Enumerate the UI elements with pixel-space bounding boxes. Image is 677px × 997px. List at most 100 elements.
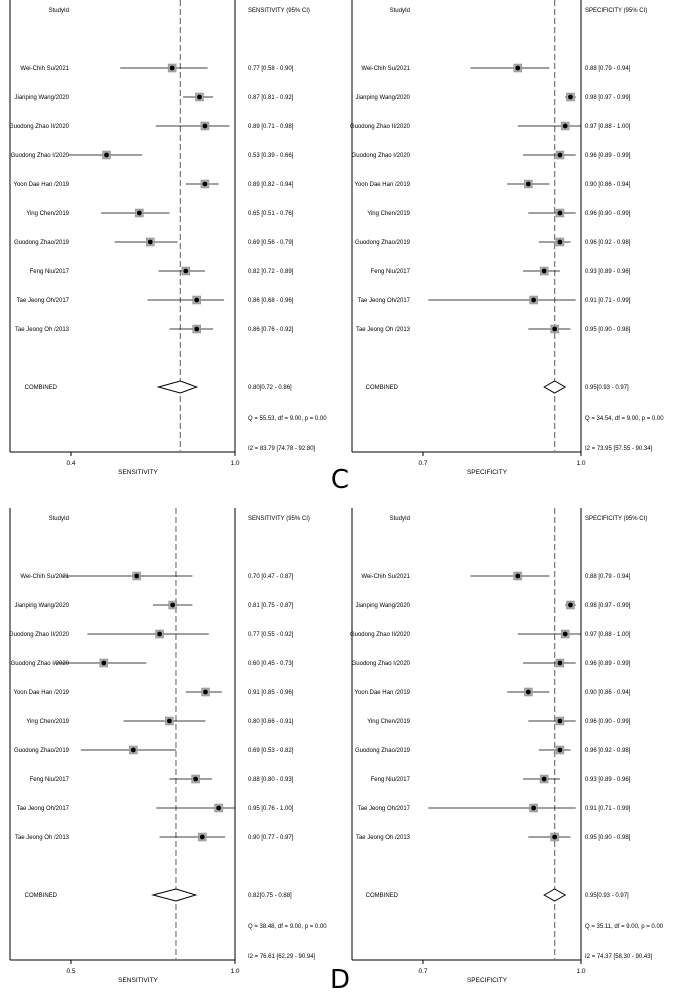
study-estimate-text: 0.77 [0.55 - 0.92] — [248, 632, 294, 638]
study-point-estimate — [170, 602, 176, 608]
study-label: Yoon Dae Han /2019 — [14, 182, 70, 188]
x-axis-title: SENSITIVITY — [118, 469, 158, 476]
heterogeneity-q-text: Q = 38.48, df = 9.00, p = 0.00 — [248, 924, 327, 930]
study-estimate-text: 0.53 [0.39 - 0.66] — [248, 153, 294, 159]
panel-letter-d: D — [330, 965, 350, 992]
study-point-estimate — [541, 268, 547, 274]
study-estimate-text: 0.96 [0.90 - 0.99] — [585, 719, 631, 725]
x-axis-title: SENSITIVITY — [118, 977, 158, 984]
study-point-estimate — [562, 631, 568, 637]
study-estimate-text: 0.60 [0.45 - 0.73] — [248, 661, 294, 667]
study-label: Guodong Zhao/2019 — [355, 240, 411, 246]
study-estimate-text: 0.91 [0.71 - 0.99] — [585, 806, 631, 812]
study-point-estimate — [557, 660, 563, 666]
study-estimate-text: 0.69 [0.56 - 0.79] — [248, 240, 294, 246]
study-point-estimate — [167, 718, 172, 724]
combined-diamond — [151, 888, 198, 902]
study-estimate-text: 0.95 [0.90 - 0.98] — [585, 327, 631, 333]
study-point-estimate — [557, 747, 563, 753]
combined-estimate-text: 0.82[0.75 - 0.88] — [248, 893, 292, 899]
study-column-header: StudyId — [49, 516, 69, 522]
study-label: Tae Jeong Oh/2017 — [358, 806, 411, 812]
study-label: Wei-Chih Su/2021 — [20, 66, 69, 72]
combined-estimate-text: 0.95[0.93 - 0.97] — [585, 893, 629, 899]
study-point-estimate — [557, 152, 563, 158]
study-label: Jianping Wang/2020 — [15, 95, 70, 101]
study-estimate-text: 0.82 [0.72 - 0.89] — [248, 269, 294, 275]
heterogeneity-i2-text: I2 = 83.79 [74.78 - 92.80] — [248, 446, 316, 452]
study-label: Ying Chen/2019 — [26, 211, 69, 217]
study-estimate-text: 0.96 [0.92 - 0.98] — [585, 240, 631, 246]
x-axis-tick-label: 0.7 — [418, 968, 427, 975]
study-point-estimate — [169, 65, 175, 71]
heterogeneity-q-text: Q = 55.53, df = 9.00, p = 0.00 — [248, 416, 327, 422]
study-point-estimate — [202, 181, 208, 187]
study-estimate-text: 0.95 [0.90 - 0.98] — [585, 835, 631, 841]
study-point-estimate — [203, 689, 208, 695]
x-axis-tick-label: 0.4 — [66, 460, 75, 467]
study-estimate-text: 0.98 [0.97 - 0.99] — [585, 95, 631, 101]
combined-diamond — [543, 888, 567, 902]
study-label: Yoon Dae Han /2019 — [14, 690, 70, 696]
study-estimate-text: 0.91 [0.85 - 0.96] — [248, 690, 294, 696]
heterogeneity-i2-text: I2 = 76.61 [62.29 - 90.94] — [248, 954, 316, 960]
study-point-estimate — [557, 239, 563, 245]
study-estimate-text: 0.80 [0.66 - 0.91] — [248, 719, 294, 725]
combined-label: COMBINED — [366, 385, 399, 391]
study-point-estimate — [104, 152, 109, 158]
study-estimate-text: 0.89 [0.71 - 0.98] — [248, 124, 294, 130]
combined-diamond — [543, 380, 567, 394]
study-label: Guodong Zhao I/2020 — [11, 661, 70, 667]
estimate-column-header: SENSITIVITY (95% CI) — [248, 516, 310, 522]
study-estimate-text: 0.96 [0.90 - 0.99] — [585, 211, 631, 217]
study-point-estimate — [202, 123, 208, 129]
study-estimate-text: 0.69 [0.53 - 0.82] — [248, 748, 294, 754]
study-label: Tae Jeong Oh /2013 — [15, 835, 70, 841]
study-label: Yoon Dae Han /2019 — [355, 182, 411, 188]
combined-label: COMBINED — [366, 893, 399, 899]
study-label: Guodong Zhao I/2020 — [352, 661, 411, 667]
heterogeneity-i2-text: I2 = 74.37 [58.30 - 90.43] — [585, 954, 653, 960]
study-label: Ying Chen/2019 — [26, 719, 69, 725]
study-label: Guodong Zhao/2019 — [355, 748, 411, 754]
study-label: Tae Jeong Oh/2017 — [17, 298, 70, 304]
combined-label: COMBINED — [25, 385, 58, 391]
study-estimate-text: 0.86 [0.76 - 0.92] — [248, 327, 294, 333]
study-point-estimate — [531, 297, 536, 303]
study-point-estimate — [568, 94, 573, 100]
study-label: Wei-Chih Su/2021 — [361, 66, 410, 72]
study-point-estimate — [199, 834, 205, 840]
study-point-estimate — [194, 326, 200, 332]
x-axis-tick-label: 1.0 — [576, 460, 585, 467]
study-label: Tae Jeong Oh/2017 — [17, 806, 70, 812]
study-label: Yoon Dae Han /2019 — [355, 690, 411, 696]
study-estimate-text: 0.88 [0.79 - 0.94] — [585, 574, 631, 580]
study-label: Guodong Zhao II/2020 — [9, 124, 70, 130]
study-label: Guodong Zhao II/2020 — [350, 632, 411, 638]
study-estimate-text: 0.87 [0.81 - 0.92] — [248, 95, 294, 101]
study-point-estimate — [183, 268, 189, 274]
study-label: Wei-Chih Su/2021 — [361, 574, 410, 580]
study-label: Guodong Zhao I/2020 — [352, 153, 411, 159]
study-label: Guodong Zhao/2019 — [14, 748, 70, 754]
study-estimate-text: 0.97 [0.88 - 1.00] — [585, 124, 631, 130]
study-point-estimate — [130, 747, 136, 753]
study-label: Tae Jeong Oh /2013 — [356, 327, 411, 333]
study-point-estimate — [557, 718, 563, 724]
study-label: Guodong Zhao I/2020 — [11, 153, 70, 159]
x-axis-tick-label: 1.0 — [230, 460, 239, 467]
study-label: Feng Niu/2017 — [371, 269, 411, 275]
study-point-estimate — [147, 239, 153, 245]
study-point-estimate — [136, 210, 142, 216]
heterogeneity-i2-text: I2 = 73.95 [57.55 - 90.34] — [585, 446, 653, 452]
study-point-estimate — [197, 94, 202, 100]
panel-letter-c: C — [331, 465, 349, 495]
study-point-estimate — [157, 631, 162, 637]
study-point-estimate — [541, 776, 547, 782]
study-label: Wei-Chih Su/2021 — [20, 574, 69, 580]
study-label: Feng Niu/2017 — [30, 777, 70, 783]
forest-panel-3: StudyId SENSITIVITY (95% CI) Wei-Chih Su/2… — [9, 508, 327, 984]
study-point-estimate — [216, 805, 222, 811]
heterogeneity-q-text: Q = 34.54, df = 9.00, p = 0.00 — [585, 416, 664, 422]
